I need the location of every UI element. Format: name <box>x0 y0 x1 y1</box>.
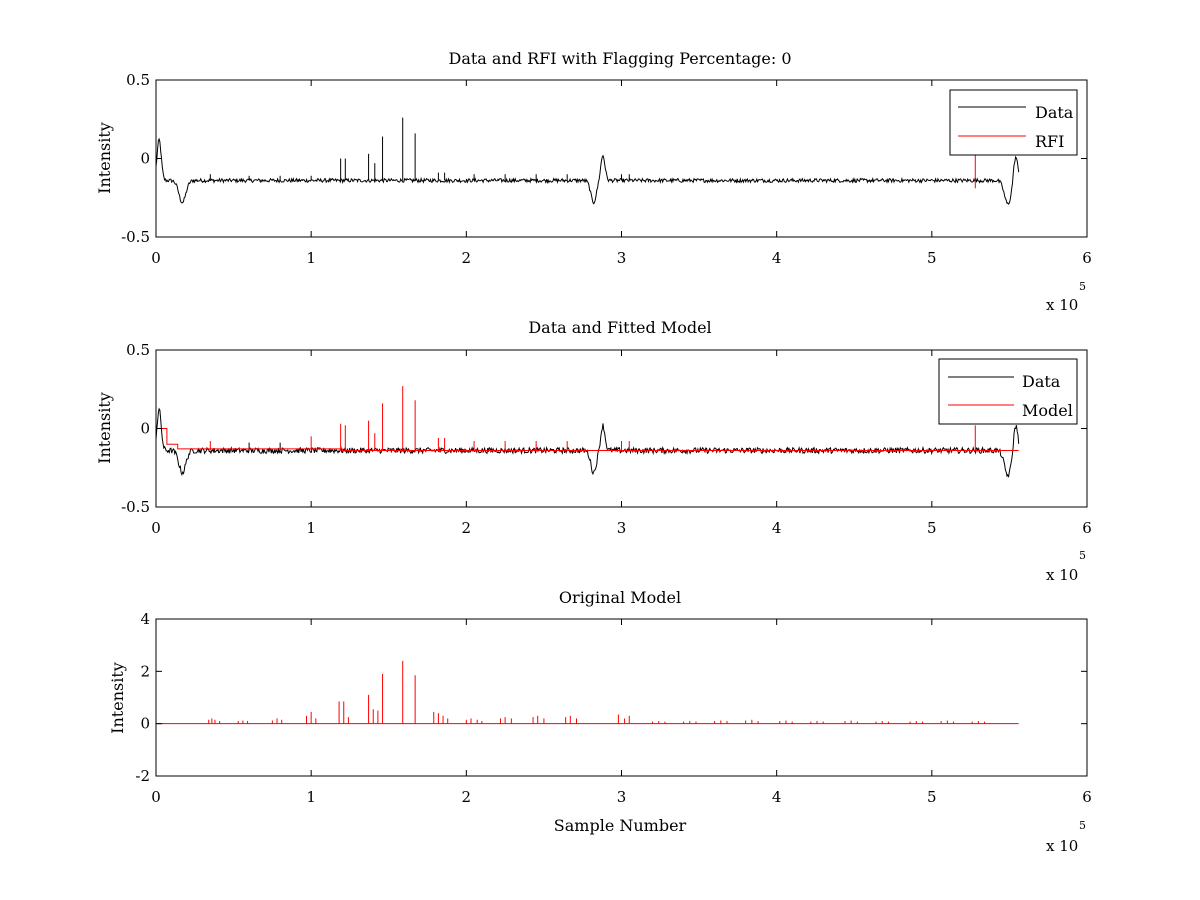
x-multiplier-exponent: 5 <box>1079 549 1086 562</box>
x-tick-label: 6 <box>1082 249 1092 267</box>
legend-box <box>949 89 1078 156</box>
x-tick-label: 2 <box>462 788 472 806</box>
legend-label-model: Model <box>1022 401 1073 420</box>
y-tick-label: 0.5 <box>126 71 150 89</box>
axis-ticks: 0 1 2 3 4 5 6-0.500.5 <box>121 71 1092 267</box>
x-tick-label: 2 <box>462 249 472 267</box>
y-tick-label: 0.5 <box>126 341 150 359</box>
axis-ticks: 0 1 2 3 4 5 6-0.500.5 <box>121 341 1092 537</box>
legend-label-data: Data <box>1022 372 1061 391</box>
x-tick-label: 6 <box>1082 788 1092 806</box>
x-tick-label: 6 <box>1082 519 1092 537</box>
legend: Data Model <box>938 358 1078 425</box>
y-axis-label: Intensity <box>95 122 114 194</box>
legend: Data RFI <box>949 89 1078 156</box>
legend-label-rfi: RFI <box>1035 132 1064 151</box>
plot-frame <box>155 618 1088 777</box>
y-tick-label: -2 <box>135 767 150 785</box>
chart-title: Data and Fitted Model <box>528 318 711 337</box>
x-tick-label: 3 <box>617 519 627 537</box>
x-tick-label: 3 <box>617 249 627 267</box>
y-axis-label: Intensity <box>108 662 127 734</box>
x-axis-label: Sample Number <box>554 816 687 835</box>
y-tick-label: 0 <box>140 715 150 733</box>
legend-box <box>938 358 1078 425</box>
x-multiplier: x 10 <box>1046 566 1078 584</box>
x-multiplier: x 10 <box>1046 296 1078 314</box>
y-tick-label: 0 <box>140 150 150 168</box>
x-multiplier: x 10 <box>1046 837 1078 855</box>
x-tick-label: 5 <box>927 249 937 267</box>
x-tick-label: 4 <box>772 249 782 267</box>
x-tick-label: 3 <box>617 788 627 806</box>
y-axis-label: Intensity <box>95 392 114 464</box>
chart-title: Original Model <box>559 588 681 607</box>
plot-frame <box>155 79 1088 238</box>
plot-frame <box>155 349 1088 508</box>
x-multiplier-exponent: 5 <box>1079 280 1086 293</box>
panel-rfi: Data and RFI with Flagging Percentage: 0… <box>95 49 1092 314</box>
y-tick-label: -0.5 <box>121 498 150 516</box>
plot-area <box>155 117 1020 205</box>
y-tick-label: 4 <box>140 610 150 628</box>
y-tick-label: 2 <box>140 662 150 680</box>
panel-fitted-model: Data and Fitted Model Intensity x 10 5 0… <box>95 318 1092 584</box>
x-tick-label: 0 <box>151 249 161 267</box>
x-tick-label: 1 <box>306 788 316 806</box>
y-tick-label: -0.5 <box>121 228 150 246</box>
series-model-line <box>156 428 1019 451</box>
x-tick-label: 4 <box>772 519 782 537</box>
x-tick-label: 0 <box>151 519 161 537</box>
x-tick-label: 1 <box>306 249 316 267</box>
panel-original-model: Original Model Intensity Sample Number x… <box>108 588 1092 855</box>
legend-label-data: Data <box>1035 103 1074 122</box>
x-tick-label: 4 <box>772 788 782 806</box>
x-tick-label: 0 <box>151 788 161 806</box>
x-tick-label: 2 <box>462 519 472 537</box>
x-tick-label: 5 <box>927 788 937 806</box>
x-tick-label: 5 <box>927 519 937 537</box>
x-tick-label: 1 <box>306 519 316 537</box>
series-data-line <box>155 137 1020 205</box>
x-multiplier-exponent: 5 <box>1079 819 1086 832</box>
chart-title: Data and RFI with Flagging Percentage: 0 <box>448 49 791 68</box>
y-tick-label: 0 <box>140 420 150 438</box>
plot-area <box>156 660 1019 725</box>
plot-area <box>155 386 1020 478</box>
